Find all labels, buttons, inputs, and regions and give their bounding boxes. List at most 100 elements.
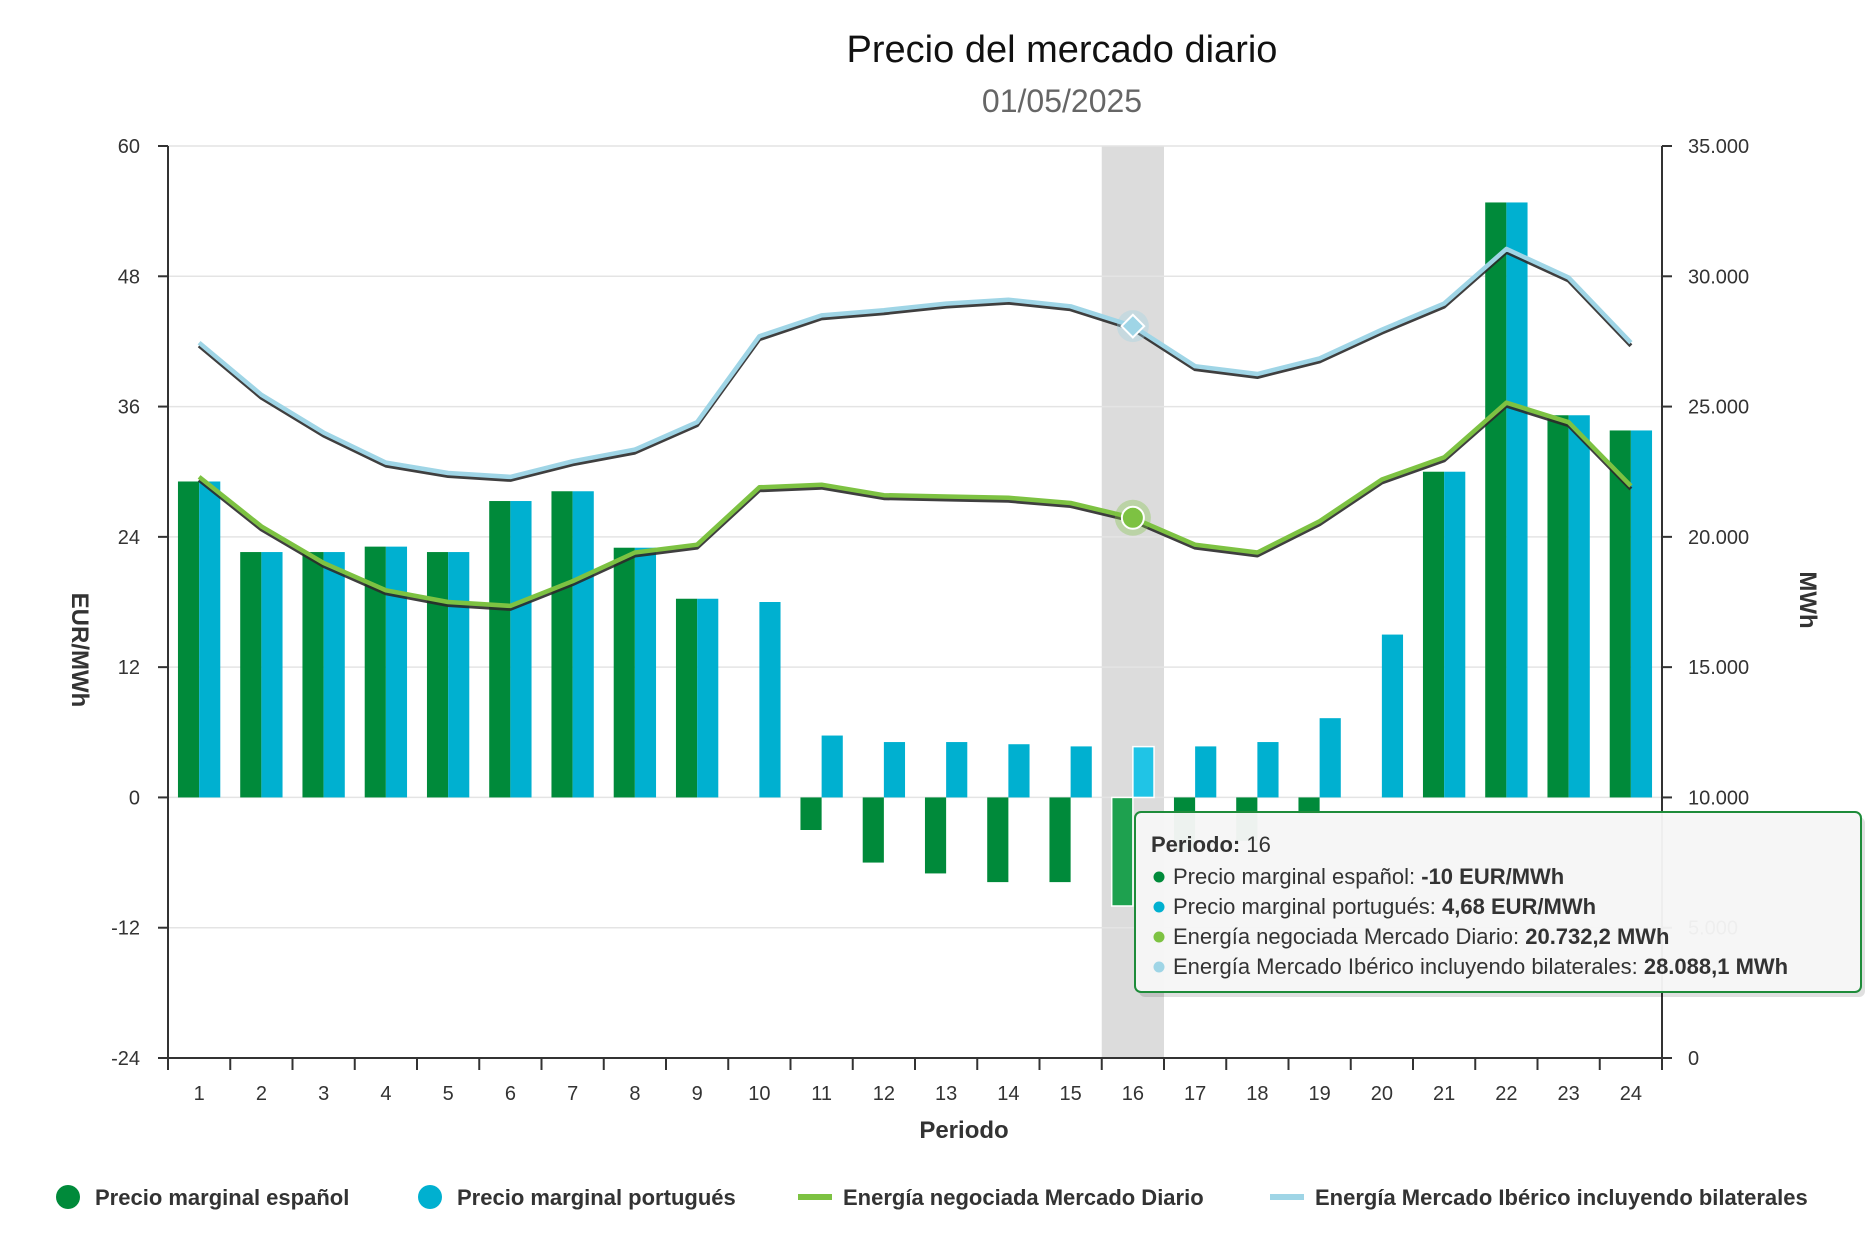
x-tick-label: 16 — [1122, 1083, 1144, 1105]
tooltip-row-label: Precio marginal portugués: — [1173, 894, 1442, 919]
bar-spanish — [1049, 797, 1071, 883]
bar-portuguese — [510, 501, 532, 798]
legend: Precio marginal español Precio marginal p… — [56, 1185, 1808, 1210]
x-axis-title: Periodo — [919, 1117, 1008, 1144]
bar-spanish — [551, 491, 573, 798]
line-iberian-energy — [197, 246, 1633, 480]
x-tick-label: 17 — [1184, 1083, 1206, 1105]
x-tick-label: 10 — [748, 1083, 770, 1105]
x-tick-label: 14 — [997, 1083, 1019, 1105]
bar-spanish — [1485, 202, 1507, 798]
tooltip-row-value: 4,68 EUR/MWh — [1442, 894, 1596, 919]
right-tick-label: 15.000 — [1688, 657, 1749, 679]
bar-portuguese — [1008, 744, 1030, 798]
left-tick-label: -24 — [111, 1048, 140, 1070]
marker-daily-energy — [1120, 505, 1145, 530]
marker-iberian-energy — [1120, 313, 1146, 339]
x-tick-label: 3 — [318, 1083, 329, 1105]
bar-spanish — [987, 797, 1009, 883]
bar-portuguese — [821, 735, 843, 798]
x-tick-label: 12 — [873, 1083, 895, 1105]
bar-portuguese — [1319, 718, 1341, 798]
tooltip-row-label: Energía Mercado Ibérico incluyendo bilat… — [1173, 954, 1644, 979]
tooltip-row-value: 28.088,1 MWh — [1644, 954, 1788, 979]
x-tick-label: 24 — [1620, 1083, 1642, 1105]
tooltip-row-value: 20.732,2 MWh — [1525, 924, 1669, 949]
line-daily-energy — [197, 400, 1633, 609]
x-tick-label: 9 — [692, 1083, 703, 1105]
tooltip-header-label: Periodo: — [1151, 832, 1240, 857]
bar-spanish — [924, 797, 947, 874]
right-tick-label: 0 — [1688, 1048, 1699, 1070]
bar-portuguese — [1257, 742, 1279, 798]
right-tick-label: 30.000 — [1688, 266, 1749, 288]
bar-portuguese — [261, 552, 283, 798]
legend-marker-circle — [56, 1185, 80, 1209]
x-tick-label: 2 — [256, 1083, 267, 1105]
x-tick-label: 19 — [1309, 1083, 1331, 1105]
axis-layer: -24-120122436486005.00010.00015.00020.00… — [111, 136, 1749, 1105]
x-tick-label: 22 — [1495, 1083, 1517, 1105]
bar-portuguese — [323, 552, 345, 798]
tooltip-dot — [1153, 901, 1165, 913]
bar-portuguese — [697, 598, 719, 798]
x-tick-label: 23 — [1558, 1083, 1580, 1105]
tooltip-row: Precio marginal portugués: 4,68 EUR/MWh — [1173, 894, 1596, 919]
bar-spanish — [1422, 471, 1445, 798]
right-tick-label: 25.000 — [1688, 397, 1749, 419]
line-shadow — [197, 249, 1633, 482]
x-tick-label: 11 — [811, 1083, 832, 1105]
line-shadow — [197, 403, 1633, 611]
bar-portuguese — [1132, 745, 1155, 799]
x-tick-label: 1 — [194, 1083, 205, 1105]
tooltip-dot — [1153, 931, 1165, 943]
bar-portuguese — [1381, 634, 1404, 798]
grid-layer — [168, 145, 1662, 929]
tooltip-row: Energía negociada Mercado Diario: 20.732… — [1173, 924, 1670, 949]
x-tick-label: 6 — [505, 1083, 516, 1105]
left-tick-label: -12 — [111, 918, 140, 940]
bar-portuguese — [759, 602, 781, 798]
bar-portuguese — [634, 547, 657, 798]
bar-spanish — [364, 546, 386, 798]
bar-spanish — [613, 547, 635, 798]
tooltip-dot — [1153, 961, 1165, 973]
bar-portuguese — [448, 552, 470, 798]
right-axis-title: MWh — [1794, 571, 1821, 628]
x-tick-label: 13 — [935, 1083, 957, 1105]
bar-spanish — [426, 552, 449, 798]
bar-spanish — [1547, 415, 1569, 798]
x-tick-label: 5 — [443, 1083, 454, 1105]
bar-spanish — [302, 552, 324, 798]
tooltip-box — [1134, 811, 1862, 993]
left-tick-label: 48 — [118, 266, 140, 288]
chart-title: Precio del mercado diario — [847, 29, 1278, 71]
left-axis-title: EUR/MWh — [66, 593, 93, 708]
bar-spanish — [800, 797, 822, 830]
bar-spanish — [1298, 797, 1320, 814]
bar-spanish — [240, 552, 262, 798]
left-tick-label: 36 — [118, 397, 140, 419]
tooltip-dot — [1153, 871, 1165, 883]
bar-portuguese — [1506, 202, 1528, 798]
left-tick-label: 60 — [118, 136, 140, 158]
x-tick-label: 15 — [1060, 1083, 1082, 1105]
bar-portuguese — [1630, 430, 1653, 798]
bar-portuguese — [1195, 746, 1217, 798]
left-tick-label: 12 — [118, 657, 140, 679]
x-tick-label: 8 — [629, 1083, 640, 1105]
tooltip-row-label: Energía negociada Mercado Diario: — [1173, 924, 1525, 949]
x-tick-label: 7 — [567, 1083, 578, 1105]
x-tick-label: 4 — [380, 1083, 391, 1105]
right-tick-label: 10.000 — [1688, 787, 1749, 809]
bar-portuguese — [1568, 415, 1590, 798]
x-tick-label: 18 — [1246, 1083, 1268, 1105]
legend-label: Precio marginal portugués — [457, 1185, 736, 1210]
bar-layer — [177, 202, 1653, 907]
bar-spanish — [1110, 796, 1134, 907]
right-tick-label: 20.000 — [1688, 527, 1749, 549]
left-tick-label: 24 — [118, 527, 140, 549]
right-tick-label: 35.000 — [1688, 136, 1749, 158]
tooltip-row-label: Precio marginal español: — [1173, 864, 1421, 889]
